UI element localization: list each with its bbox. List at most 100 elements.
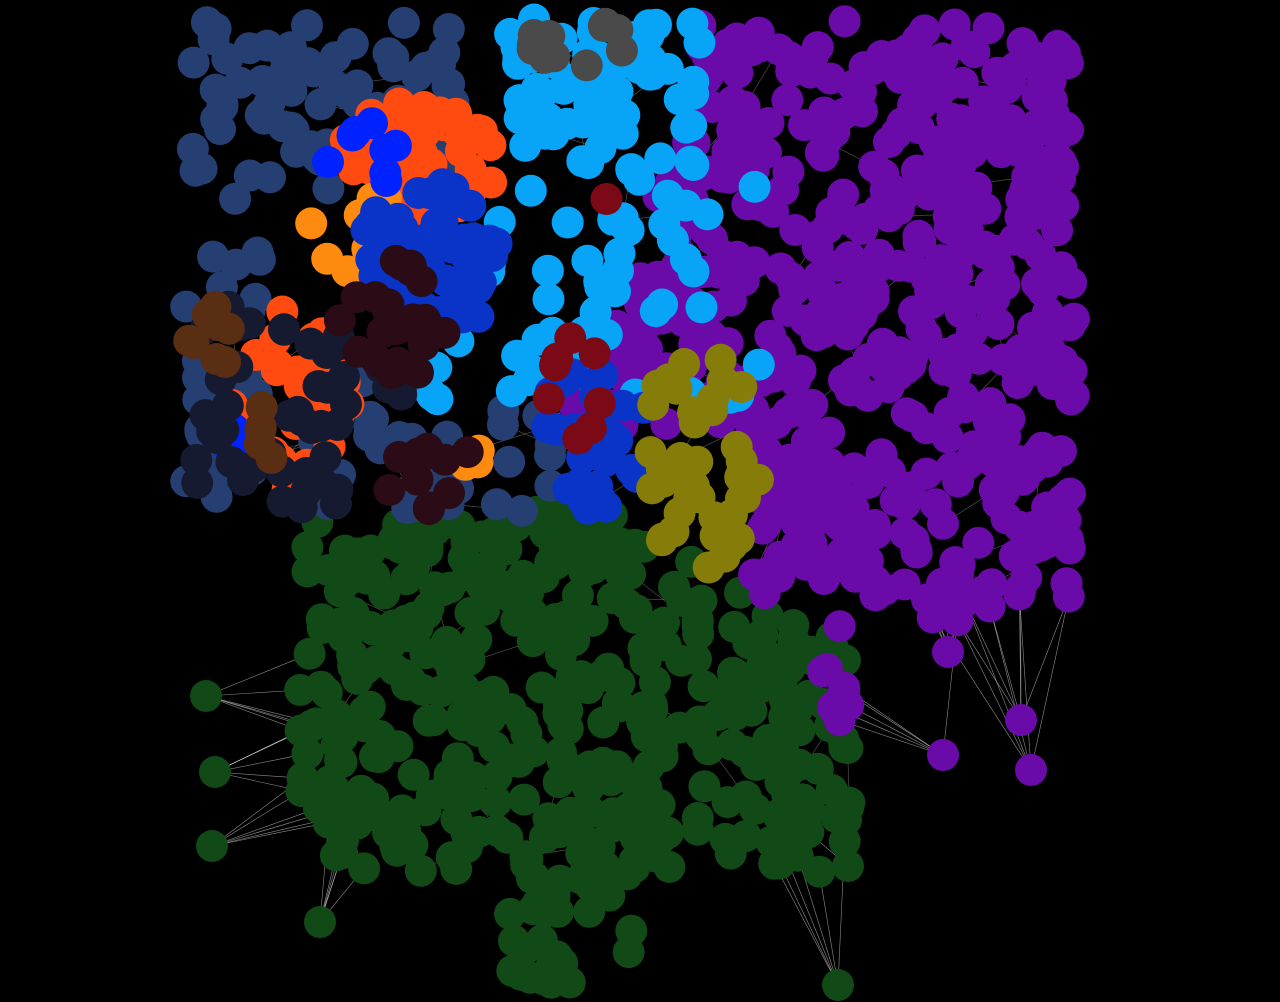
graph-node-green [291, 531, 324, 564]
graph-node-purple [840, 560, 873, 593]
graph-node-gray [570, 49, 603, 82]
graph-edge [211, 822, 329, 847]
graph-node-purple [906, 87, 938, 120]
graph-node-sky-blue [646, 288, 679, 321]
graph-node-purple [823, 249, 855, 282]
graph-node-green [666, 584, 699, 617]
graph-node-green [409, 794, 442, 827]
graph-node-sky-blue [606, 117, 639, 150]
graph-node-orange-red [450, 122, 483, 154]
graph-node-sky-blue [603, 237, 636, 270]
graph-node-green [493, 570, 525, 603]
graph-node-purple [745, 30, 778, 63]
graph-node-purple [910, 457, 943, 490]
graph-node-green [681, 802, 714, 834]
graph-node-green [525, 924, 558, 957]
graph-node-orange-red [408, 117, 441, 150]
graph-node-gray [516, 33, 549, 65]
graph-node-sky-blue [742, 348, 775, 381]
graph-node-royal-blue [414, 177, 447, 210]
graph-node-navy [254, 161, 286, 194]
graph-node-navy [312, 172, 345, 205]
graph-node-green [648, 606, 680, 639]
graph-node-purple [828, 313, 861, 346]
graph-node-dark-maroon [428, 316, 461, 349]
graph-node-green [326, 837, 359, 870]
graph-node-green [692, 733, 725, 766]
graph-node-purple [745, 138, 778, 171]
graph-node-olive [681, 445, 714, 478]
graph-node-green [358, 559, 391, 592]
graph-node-dark-maroon [401, 463, 434, 496]
graph-node-bright-blue [356, 107, 388, 140]
graph-node-green [379, 829, 412, 862]
graph-node-green [481, 814, 514, 847]
graph-node-purple [810, 103, 843, 136]
graph-node-dark-navy [319, 487, 352, 520]
graph-edge [773, 863, 839, 986]
graph-node-green [597, 797, 630, 830]
graph-node-maroon [574, 412, 607, 445]
graph-node-brown [245, 391, 278, 424]
graph-node-navy [239, 282, 272, 315]
graph-edge [839, 720, 944, 756]
graph-node-green [680, 643, 712, 676]
graph-node-dark-navy [268, 313, 300, 346]
graph-node-green [498, 745, 531, 778]
graph-edge [957, 620, 1022, 721]
graph-node-dark-navy [294, 327, 327, 360]
node-layer [170, 3, 1090, 1001]
graph-node-green [636, 693, 669, 726]
graph-node-purple [927, 507, 959, 540]
graph-node-maroon [590, 183, 623, 215]
graph-node-green [585, 660, 618, 692]
graph-edge [211, 807, 319, 847]
graph-node-purple [752, 556, 785, 589]
graph-node-sky-blue [676, 7, 709, 40]
graph-node-orange [311, 242, 344, 275]
graph-node-purple [972, 12, 1005, 45]
graph-node-dark-navy [196, 415, 229, 448]
graph-node-purple [849, 202, 882, 235]
graph-node-purple [828, 5, 861, 38]
graph-node-dark-navy [328, 361, 360, 393]
graph-node-purple [957, 430, 990, 463]
graph-node-purple [962, 342, 995, 375]
graph-node-sky-blue [656, 224, 689, 257]
graph-node-purple [910, 262, 943, 295]
graph-node-green [752, 724, 785, 756]
graph-node-purple [846, 95, 878, 128]
graph-node-navy [185, 152, 218, 185]
graph-node-dark-maroon [385, 248, 418, 281]
graph-node-purple [781, 507, 814, 540]
graph-node-purple [712, 28, 745, 61]
graph-node-dark-maroon [340, 281, 373, 314]
graph-node-maroon [583, 387, 616, 420]
graph-node-dark-navy [285, 491, 318, 524]
graph-node-green [389, 604, 422, 637]
graph-node-navy [224, 66, 257, 99]
graph-node-green [397, 758, 430, 791]
graph-node-green [542, 697, 575, 730]
graph-node-purple [858, 509, 891, 541]
graph-node-purple [927, 739, 959, 771]
graph-node-green [404, 854, 437, 887]
graph-node-gray [589, 7, 622, 40]
graph-node-navy [291, 47, 324, 80]
graph-node-olive [668, 348, 701, 380]
graph-node-bright-blue [369, 134, 402, 166]
graph-node-green [509, 840, 542, 873]
graph-node-dark-maroon [375, 357, 408, 390]
graph-node-green [451, 559, 484, 592]
graph-node-purple [772, 155, 805, 188]
graph-node-olive [725, 371, 758, 403]
graph-node-green [536, 546, 569, 579]
graph-edge [205, 695, 301, 731]
graph-edge [779, 863, 839, 986]
graph-node-olive [673, 482, 706, 515]
graph-node-navy [267, 110, 300, 143]
graph-node-green [300, 707, 333, 740]
graph-node-green [832, 850, 864, 882]
graph-node-green [755, 825, 788, 858]
